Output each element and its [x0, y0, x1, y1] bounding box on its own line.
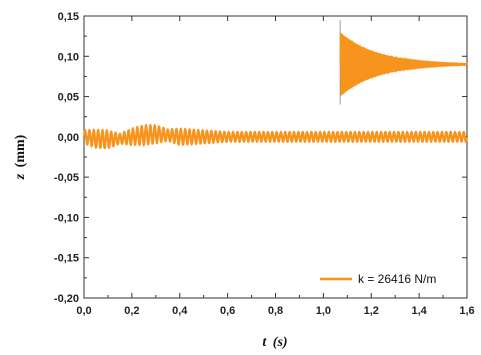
plot-frame — [83, 15, 468, 299]
y-axis-label-var: z — [13, 173, 28, 180]
y-axis-label: z (mm) — [13, 134, 28, 180]
y-tick-label: 0,00 — [58, 132, 79, 144]
y-tick-label: 0,10 — [58, 51, 79, 63]
y-axis-ticks: 0,15 0,10 0,05 0,00 -0,05 -0,10 -0,15 -0,20 — [54, 11, 467, 305]
inset-layer — [339, 20, 468, 105]
x-axis-ticks: 0,0 0,2 0,4 0,6 0,8 1,0 1,2 1,4 1,6 — [76, 16, 475, 317]
x-tick-label: 1,4 — [411, 305, 427, 317]
x-tick-label: 0,8 — [268, 305, 283, 317]
y-tick-label: -0,20 — [54, 293, 79, 305]
y-tick-label: -0,05 — [54, 172, 79, 184]
x-axis-label: t (s) — [262, 335, 287, 350]
inset-series-line — [339, 32, 468, 96]
x-axis-label-var: t — [262, 335, 267, 350]
x-axis-label-unit: (s) — [273, 335, 288, 350]
y-tick-label: -0,15 — [54, 253, 79, 265]
x-tick-label: 1,2 — [364, 305, 379, 317]
x-tick-label: 0,6 — [220, 305, 235, 317]
y-tick-label: -0,10 — [54, 212, 79, 224]
x-tick-label: 1,6 — [459, 305, 474, 317]
x-tick-label: 0,2 — [124, 305, 139, 317]
x-tick-label: 0,0 — [76, 305, 91, 317]
y-tick-label: 0,15 — [58, 11, 79, 23]
plot-area — [83, 15, 468, 299]
x-tick-label: 0,4 — [172, 305, 188, 317]
legend: k = 26416 N/m — [320, 272, 436, 286]
series-line — [82, 123, 469, 150]
series-layer — [82, 123, 469, 150]
y-axis-label-unit: (mm) — [13, 134, 28, 167]
legend-entry: k = 26416 N/m — [358, 272, 436, 286]
x-tick-label: 1,0 — [316, 305, 331, 317]
y-tick-label: 0,05 — [58, 92, 79, 104]
